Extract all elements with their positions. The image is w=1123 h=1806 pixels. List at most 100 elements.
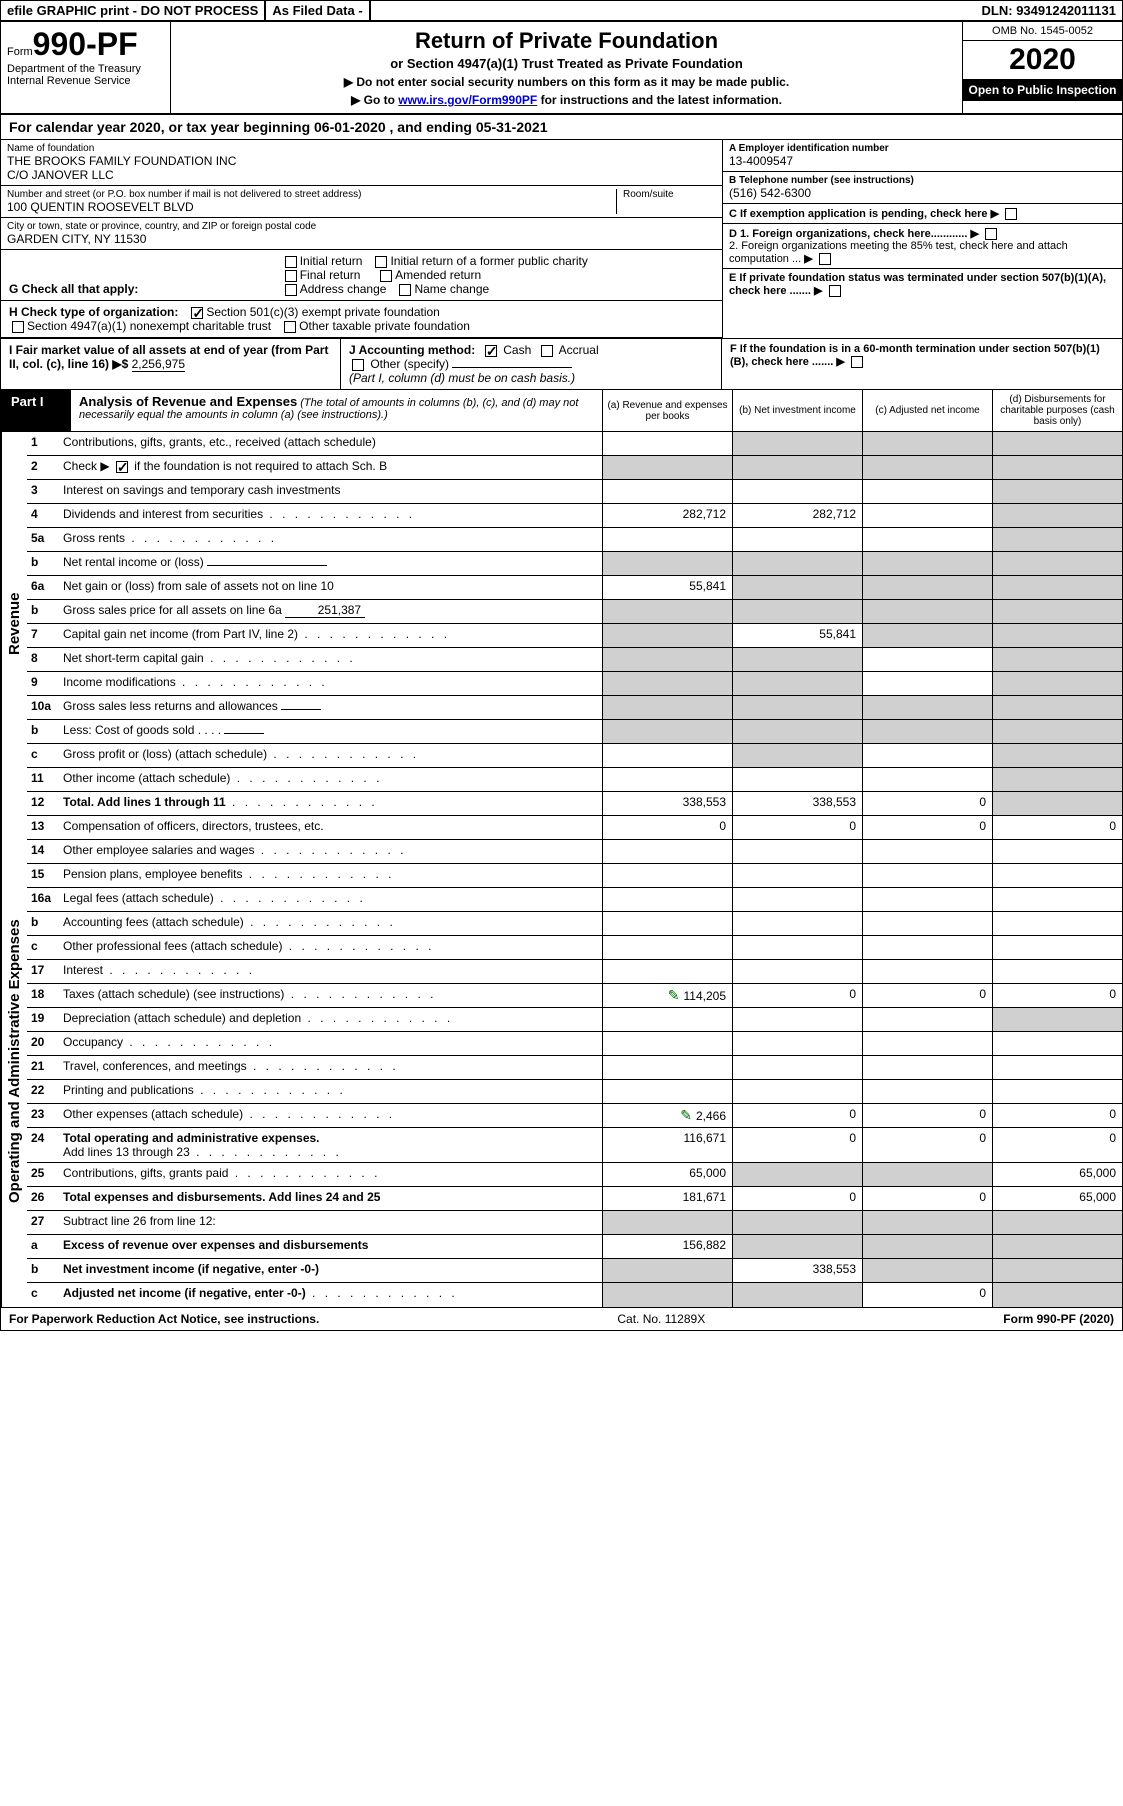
row-14: 14 Other employee salaries and wages [27, 840, 1122, 864]
c-checkbox[interactable] [1005, 208, 1017, 220]
4947a1-checkbox[interactable] [12, 321, 24, 333]
row-27a: a Excess of revenue over expenses and di… [27, 1235, 1122, 1259]
column-headers: (a) Revenue and expenses per books (b) N… [602, 390, 1122, 431]
entity-info: Name of foundation THE BROOKS FAMILY FOU… [1, 140, 1122, 339]
d-cell: D 1. Foreign organizations, check here..… [723, 224, 1122, 269]
501c3-checkbox[interactable] [191, 307, 203, 319]
ssn-warning: ▶ Do not enter social security numbers o… [181, 75, 952, 89]
attachment-icon[interactable]: ✎ [668, 987, 680, 1003]
row-6a: 6a Net gain or (loss) from sale of asset… [27, 576, 1122, 600]
j-cell: J Accounting method: Cash Accrual Other … [341, 339, 722, 389]
dept-treasury: Department of the Treasury [7, 63, 164, 75]
ein-cell: A Employer identification number 13-4009… [723, 140, 1122, 172]
phone-cell: B Telephone number (see instructions) (5… [723, 172, 1122, 204]
other-method-checkbox[interactable] [352, 359, 364, 371]
header-left: Form990-PF Department of the Treasury In… [1, 22, 171, 113]
revenue-section: Revenue 1 Contributions, gifts, grants, … [1, 432, 1122, 816]
row-8: 8 Net short-term capital gain [27, 648, 1122, 672]
header-right: OMB No. 1545-0052 2020 Open to Public In… [962, 22, 1122, 113]
initial-former-checkbox[interactable] [375, 256, 387, 268]
row-22: 22 Printing and publications [27, 1080, 1122, 1104]
col-d-header: (d) Disbursements for charitable purpose… [992, 390, 1122, 431]
row-24: 24 Total operating and administrative ex… [27, 1128, 1122, 1163]
entity-right: A Employer identification number 13-4009… [722, 140, 1122, 338]
form-ref: Form 990-PF (2020) [1003, 1312, 1114, 1326]
row-25: 25 Contributions, gifts, grants paid 65,… [27, 1163, 1122, 1187]
expenses-section: Operating and Administrative Expenses 13… [1, 816, 1122, 1307]
row-21: 21 Travel, conferences, and meetings [27, 1056, 1122, 1080]
entity-left: Name of foundation THE BROOKS FAMILY FOU… [1, 140, 722, 338]
row-19: 19 Depreciation (attach schedule) and de… [27, 1008, 1122, 1032]
row-20: 20 Occupancy [27, 1032, 1122, 1056]
amended-return-checkbox[interactable] [380, 270, 392, 282]
paperwork-notice: For Paperwork Reduction Act Notice, see … [9, 1312, 319, 1326]
row-10a: 10a Gross sales less returns and allowan… [27, 696, 1122, 720]
efile-notice: efile GRAPHIC print - DO NOT PROCESS [1, 1, 266, 20]
row-27c: c Adjusted net income (if negative, ente… [27, 1283, 1122, 1307]
foundation-name-cell: Name of foundation THE BROOKS FAMILY FOU… [1, 140, 722, 186]
row-17: 17 Interest [27, 960, 1122, 984]
header-title-block: Return of Private Foundation or Section … [171, 22, 962, 113]
g-check-row: G Check all that apply: Initial return I… [1, 250, 722, 301]
row-5a: 5a Gross rents [27, 528, 1122, 552]
f-cell: F If the foundation is in a 60-month ter… [722, 339, 1122, 389]
initial-return-checkbox[interactable] [285, 256, 297, 268]
address-cell: Number and street (or P.O. box number if… [1, 186, 722, 218]
f-checkbox[interactable] [851, 356, 863, 368]
h-check-row: H Check type of organization: Section 50… [1, 301, 722, 338]
col-b-header: (b) Net investment income [732, 390, 862, 431]
row-2: 2 Check ▶ if the foundation is not requi… [27, 456, 1122, 480]
row-26: 26 Total expenses and disbursements. Add… [27, 1187, 1122, 1211]
e-checkbox[interactable] [829, 285, 841, 297]
row-3: 3 Interest on savings and temporary cash… [27, 480, 1122, 504]
city-cell: City or town, state or province, country… [1, 218, 722, 250]
form-title: Return of Private Foundation [181, 28, 952, 54]
row-16b: b Accounting fees (attach schedule) [27, 912, 1122, 936]
address-change-checkbox[interactable] [285, 284, 297, 296]
sch-b-checkbox[interactable] [116, 461, 128, 473]
row-4: 4 Dividends and interest from securities… [27, 504, 1122, 528]
form-page: efile GRAPHIC print - DO NOT PROCESS As … [0, 0, 1123, 1331]
i-j-row: I Fair market value of all assets at end… [1, 339, 1122, 390]
row-13: 13 Compensation of officers, directors, … [27, 816, 1122, 840]
e-cell: E If private foundation status was termi… [723, 269, 1122, 300]
cat-number: Cat. No. 11289X [319, 1312, 1003, 1326]
part1-header: Part I Analysis of Revenue and Expenses … [1, 390, 1122, 432]
tax-year: 2020 [963, 41, 1122, 79]
col-a-header: (a) Revenue and expenses per books [602, 390, 732, 431]
cash-checkbox[interactable] [485, 345, 497, 357]
other-taxable-checkbox[interactable] [284, 321, 296, 333]
form-header: Form990-PF Department of the Treasury In… [1, 22, 1122, 115]
expenses-side-label: Operating and Administrative Expenses [1, 816, 27, 1307]
row-10c: c Gross profit or (loss) (attach schedul… [27, 744, 1122, 768]
goto-instructions: ▶ Go to www.irs.gov/Form990PF for instru… [181, 93, 952, 107]
row-11: 11 Other income (attach schedule) [27, 768, 1122, 792]
row-15: 15 Pension plans, employee benefits [27, 864, 1122, 888]
row-9: 9 Income modifications [27, 672, 1122, 696]
dln: DLN: 93491242011131 [976, 1, 1122, 20]
col-c-header: (c) Adjusted net income [862, 390, 992, 431]
row-12: 12 Total. Add lines 1 through 11 338,553… [27, 792, 1122, 816]
row-27b: b Net investment income (if negative, en… [27, 1259, 1122, 1283]
row-6b: b Gross sales price for all assets on li… [27, 600, 1122, 624]
open-inspection: Open to Public Inspection [963, 79, 1122, 101]
as-filed: As Filed Data - [266, 1, 370, 20]
part1-label: Part I [1, 390, 71, 431]
row-10b: b Less: Cost of goods sold . . . . [27, 720, 1122, 744]
revenue-side-label: Revenue [1, 432, 27, 816]
form-subtitle: or Section 4947(a)(1) Trust Treated as P… [181, 56, 952, 71]
d1-checkbox[interactable] [985, 228, 997, 240]
final-return-checkbox[interactable] [285, 270, 297, 282]
row-16a: 16a Legal fees (attach schedule) [27, 888, 1122, 912]
irs-link[interactable]: www.irs.gov/Form990PF [398, 93, 537, 107]
attachment-icon[interactable]: ✎ [680, 1107, 692, 1123]
d2-checkbox[interactable] [819, 253, 831, 265]
row-1: 1 Contributions, gifts, grants, etc., re… [27, 432, 1122, 456]
row-23: 23 Other expenses (attach schedule) ✎2,4… [27, 1104, 1122, 1128]
name-change-checkbox[interactable] [399, 284, 411, 296]
row-18: 18 Taxes (attach schedule) (see instruct… [27, 984, 1122, 1008]
accrual-checkbox[interactable] [541, 345, 553, 357]
top-bar: efile GRAPHIC print - DO NOT PROCESS As … [1, 1, 1122, 22]
c-cell: C If exemption application is pending, c… [723, 204, 1122, 224]
part1-desc: Analysis of Revenue and Expenses (The to… [71, 390, 602, 431]
